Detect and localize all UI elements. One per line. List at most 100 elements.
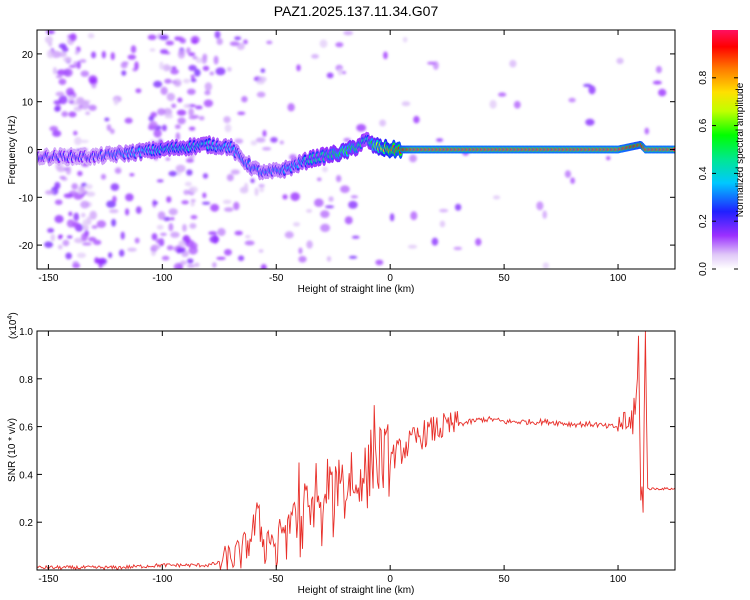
spectrogram-noise-blob (49, 125, 59, 132)
spectrogram-noise-blob (186, 264, 196, 268)
spectrogram-noise-blob (202, 201, 211, 205)
spectrogram-noise-blob (223, 116, 231, 124)
spectrogram-noise-blob (44, 241, 54, 248)
spectrogram-noise-blob (155, 238, 163, 244)
spectrogram-noise-blob (68, 111, 77, 118)
spectrogram-noise-blob (127, 54, 137, 60)
snr-y-tick-label: 0.8 (19, 375, 33, 386)
snr-x-tick-label: 0 (387, 574, 393, 585)
spectrogram-noise-blob (65, 252, 72, 260)
spectrogram-noise-blob (95, 258, 106, 265)
spectrogram-noise-blob (89, 210, 97, 220)
spectrogram-noise-blob (124, 208, 130, 216)
snr-y-tick-label: 1.0 (19, 327, 33, 338)
spectrogram-noise-blob (58, 43, 67, 49)
snr-scale-prefix: (x10 (8, 319, 19, 339)
spectrogram-noise-blob (170, 231, 180, 238)
spectrogram-noise-blob (270, 136, 278, 143)
spectrogram-noise-blob (166, 245, 174, 251)
snr-scale-suffix: ) (8, 312, 19, 315)
spectrogram-noise-blob (314, 198, 324, 208)
spectrogram-noise-blob (259, 185, 265, 193)
spectrogram-noise-blob (216, 256, 226, 260)
spectrogram-noise-blob (350, 195, 359, 199)
spectrogram-noise-blob (227, 67, 232, 72)
snr-y-tick-label: 0.6 (19, 423, 33, 434)
spectrogram-noise-blob (188, 52, 196, 57)
colorbar-tick-label: 0.0 (698, 262, 709, 276)
spectrogram-noise-blob (208, 231, 218, 235)
spectrogram-noise-blob (65, 166, 72, 175)
snr-panel: -150 -100 -50 0 50 100 0.2 0.4 0.6 0.8 1.0 Height… (7, 312, 676, 596)
spectrogram-noise-blob (262, 130, 267, 137)
colorbar-tick-label: 0.4 (698, 166, 709, 180)
spectrogram-noise-blob (61, 111, 69, 118)
spectrogram-noise-blob (245, 234, 251, 239)
spectrogram-noise-blob (159, 34, 169, 41)
spectrogram-x-tick-label: -150 (38, 273, 58, 284)
spectrogram-noise-blob (109, 209, 119, 214)
spectrogram-noise-blob (216, 37, 223, 45)
spectrogram-noise-blob (57, 244, 63, 250)
spectrogram-noise-blob (81, 182, 87, 187)
spectrogram-noise-blob (84, 183, 93, 190)
spectrogram-noise (44, 30, 667, 269)
spectrogram-noise-blob (254, 187, 259, 196)
spectrogram-noise-blob (68, 95, 75, 102)
spectrogram-noise-blob (54, 199, 63, 205)
spectrogram-noise-blob (237, 255, 245, 262)
spectrogram-noise-blob (489, 99, 497, 109)
spectrogram-noise-blob (176, 248, 186, 253)
spectrogram-x-tick-label: 0 (387, 273, 393, 284)
spectrogram-noise-blob (112, 195, 117, 203)
spectrogram-noise-blob (55, 91, 65, 97)
spectrogram-noise-blob (244, 182, 249, 192)
spectrogram-noise-blob (564, 170, 572, 178)
spectrogram-noise-blob (80, 200, 90, 209)
spectrogram-noise-blob (186, 258, 194, 264)
spectrogram-noise-blob (568, 97, 576, 103)
spectrogram-noise-blob (542, 210, 547, 219)
spectrogram-noise-blob (209, 71, 215, 76)
spectrogram-noise-blob (151, 244, 161, 250)
spectrogram-noise-blob (111, 218, 117, 227)
spectrogram-noise-blob (287, 103, 295, 112)
spectrogram-noise-blob (170, 217, 175, 221)
spectrogram-y-tick-label: 10 (22, 98, 34, 109)
spectrogram-noise-blob (413, 115, 420, 124)
spectrogram-noise-blob (71, 183, 78, 190)
spectrogram-noise-blob (202, 192, 207, 199)
spectrogram-noise-blob (203, 99, 214, 108)
spectrogram-noise-blob (195, 105, 203, 110)
spectrogram-noise-blob (194, 68, 201, 77)
spectrogram-noise-blob (82, 219, 88, 229)
spectrogram-x-tick-label: 100 (610, 273, 627, 284)
spectrogram-noise-blob (74, 50, 80, 55)
spectrogram-noise-blob (85, 191, 96, 197)
spectrogram-noise-blob (436, 138, 444, 142)
spectrogram-noise-blob (356, 124, 367, 132)
spectrogram-noise-blob (243, 39, 248, 45)
spectrogram-noise-blob (226, 173, 234, 182)
spectrogram-noise-blob (91, 84, 97, 89)
spectrogram-noise-blob (168, 208, 178, 216)
colorbar-ticks: 0.0 0.2 0.4 0.6 0.8 (698, 70, 738, 276)
snr-frame (36, 330, 676, 571)
spectrogram-noise-blob (536, 201, 544, 211)
spectrogram-noise-blob (58, 234, 63, 239)
spectrogram-noise-blob (204, 82, 213, 91)
spectrogram-noise-blob (85, 111, 91, 116)
spectrogram-noise-blob (190, 78, 197, 83)
spectrogram-noise-blob (54, 215, 64, 224)
spectrogram-noise-blob (193, 262, 200, 268)
spectrogram-noise-blob (125, 193, 134, 202)
spectrogram-y-tick-label: 20 (22, 50, 34, 61)
snr-background (37, 331, 675, 570)
spectrogram-noise-blob (475, 238, 482, 246)
spectrogram-noise-blob (585, 118, 595, 126)
spectrogram-noise-blob (177, 97, 183, 103)
spectrogram-noise-blob (120, 231, 125, 240)
svg-text:(x104): (x104) (7, 312, 19, 339)
spectrogram-noise-blob (383, 51, 388, 60)
